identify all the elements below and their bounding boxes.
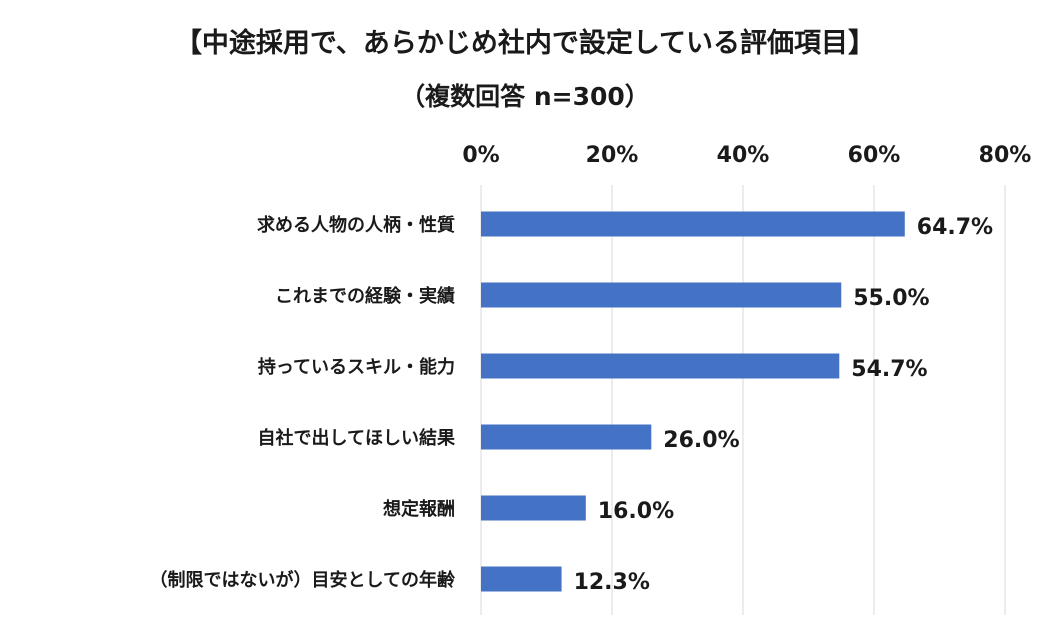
chart-title: 【中途採用で、あらかじめ社内で設定している評価項目】 xyxy=(175,27,875,59)
bar xyxy=(481,424,652,450)
data-label: 54.7% xyxy=(851,357,927,382)
x-axis-ticks: 0% 20% 40% 60% 80% xyxy=(462,143,1031,168)
category-label: 想定報酬 xyxy=(383,498,455,520)
bars xyxy=(481,211,905,592)
data-label: 16.0% xyxy=(598,499,674,524)
gridlines xyxy=(480,185,1006,615)
category-label: 自社で出してほしい結果 xyxy=(258,427,456,449)
data-label: 26.0% xyxy=(663,428,739,453)
category-label: 求める人物の人柄・性質 xyxy=(257,214,455,236)
value-labels: 64.7% 55.0% 54.7% 26.0% 16.0% 12.3% xyxy=(574,215,994,595)
bar xyxy=(481,282,842,308)
x-tick-label: 60% xyxy=(848,143,901,168)
bar xyxy=(481,353,840,379)
category-label: 持っているスキル・能力 xyxy=(258,356,455,378)
x-tick-label: 0% xyxy=(462,143,499,168)
x-tick-label: 80% xyxy=(979,143,1032,168)
x-tick-label: 20% xyxy=(586,143,639,168)
data-label: 12.3% xyxy=(574,570,650,595)
bar xyxy=(481,495,586,521)
data-label: 55.0% xyxy=(853,286,929,311)
x-tick-label: 40% xyxy=(717,143,770,168)
bar xyxy=(481,211,905,237)
category-label: （制限ではないが）目安としての年齢 xyxy=(150,569,456,591)
data-label: 64.7% xyxy=(917,215,993,240)
category-label: これまでの経験・実績 xyxy=(275,285,455,307)
category-labels: 求める人物の人柄・性質これまでの経験・実績持っているスキル・能力自社で出してほし… xyxy=(150,214,456,591)
bar xyxy=(481,566,562,592)
chart-subtitle: （複数回答 n=300） xyxy=(400,82,650,111)
